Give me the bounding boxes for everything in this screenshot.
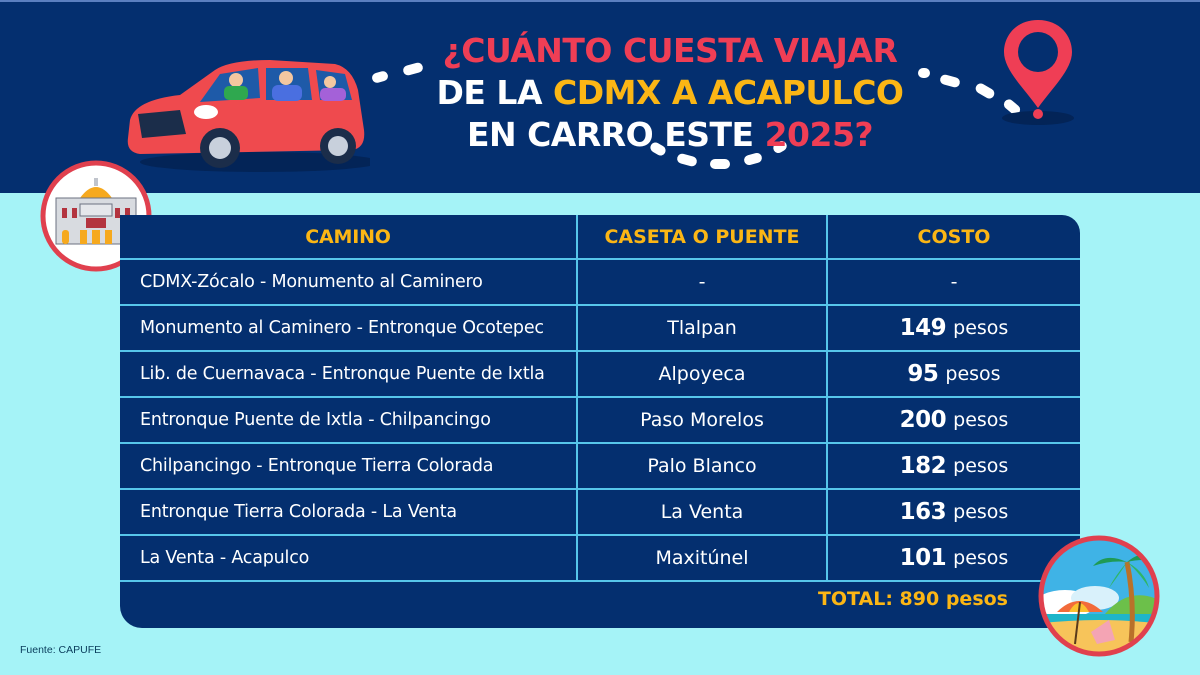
caseta-cell: Tlalpan (578, 306, 828, 350)
map-pin-icon (1002, 20, 1074, 125)
costo-unit: pesos (953, 409, 1009, 431)
table-row: Entronque Tierra Colorada - La Venta La … (120, 490, 1080, 536)
caseta-cell: Alpoyeca (578, 352, 828, 396)
title-line-1: ¿CUÁNTO CUESTA VIAJAR (442, 31, 898, 70)
costo-cell: 95 pesos (828, 352, 1080, 396)
title-line-3-prefix: EN CARRO ESTE (466, 115, 765, 154)
camino-cell: Lib. de Cuernavaca - Entronque Puente de… (120, 352, 578, 396)
costo-cell: - (828, 260, 1080, 304)
costo-value: 149 (899, 315, 947, 341)
route-dash (973, 81, 997, 101)
header-banner: ¿CUÁNTO CUESTA VIAJAR DE LA CDMX A ACAPU… (0, 0, 1200, 193)
camino-cell: Monumento al Caminero - Entronque Ocotep… (120, 306, 578, 350)
table-row: CDMX-Zócalo - Monumento al Caminero - - (120, 260, 1080, 306)
title-line-2: DE LA CDMX A ACAPULCO (430, 72, 910, 114)
table-row: Entronque Puente de Ixtla - Chilpancingo… (120, 398, 1080, 444)
column-header-costo: COSTO (917, 225, 991, 248)
source-note: Fuente: CAPUFE (20, 644, 102, 656)
costo-cell: 101 pesos (828, 536, 1080, 580)
costo-unit: pesos (953, 501, 1009, 523)
caseta-cell: Palo Blanco (578, 444, 828, 488)
camino-cell: Entronque Puente de Ixtla - Chilpancingo (120, 398, 578, 442)
title-line-3-highlight: 2025? (764, 115, 874, 154)
costo-value: 163 (899, 499, 947, 525)
column-header-camino: CAMINO (120, 215, 578, 258)
costo-value: 200 (899, 407, 947, 433)
costo-value: 182 (899, 453, 947, 479)
title-line-3: EN CARRO ESTE 2025? (430, 114, 910, 156)
caseta-cell: La Venta (578, 490, 828, 534)
costo-cell: 163 pesos (828, 490, 1080, 534)
costo-cell: 149 pesos (828, 306, 1080, 350)
costo-unit: pesos (945, 363, 1001, 385)
car-icon (127, 60, 370, 172)
camino-cell: CDMX-Zócalo - Monumento al Caminero (120, 260, 578, 304)
route-dash (370, 70, 390, 84)
table-row: La Venta - Acapulco Maxitúnel 101 pesos (120, 536, 1080, 582)
palace-icon (40, 160, 152, 272)
costo-unit: pesos (953, 317, 1009, 339)
costo-unit: pesos (953, 455, 1009, 477)
route-dash (402, 61, 424, 77)
costo-unit: pesos (953, 547, 1009, 569)
total-cost: TOTAL: 890 pesos (817, 588, 1008, 610)
route-dash (918, 68, 930, 78)
title-line-2-highlight: CDMX A ACAPULCO (552, 73, 904, 112)
costo-cell: 200 pesos (828, 398, 1080, 442)
toll-grid: CAMINO CASETA O PUENTE COSTO CDMX-Zócalo… (120, 215, 1080, 582)
table-row: Monumento al Caminero - Entronque Ocotep… (120, 306, 1080, 352)
camino-cell: Chilpancingo - Entronque Tierra Colorada (120, 444, 578, 488)
page-title: ¿CUÁNTO CUESTA VIAJAR DE LA CDMX A ACAPU… (430, 30, 910, 156)
title-line-2-prefix: DE LA (436, 73, 553, 112)
camino-cell: Entronque Tierra Colorada - La Venta (120, 490, 578, 534)
costo-value: 95 (907, 361, 939, 387)
toll-table: CAMINO CASETA O PUENTE COSTO CDMX-Zócalo… (120, 215, 1080, 628)
costo-value: - (950, 271, 958, 293)
costo-value: 101 (899, 545, 947, 571)
column-header-caseta: CASETA O PUENTE (578, 215, 828, 258)
beach-icon (1038, 535, 1160, 657)
table-header-row: CAMINO CASETA O PUENTE COSTO (120, 215, 1080, 260)
caseta-cell: Paso Morelos (578, 398, 828, 442)
table-row: Chilpancingo - Entronque Tierra Colorada… (120, 444, 1080, 490)
table-row: Lib. de Cuernavaca - Entronque Puente de… (120, 352, 1080, 398)
caseta-cell: - (578, 260, 828, 304)
route-dash (710, 159, 730, 169)
route-dash (939, 73, 961, 89)
costo-cell: 182 pesos (828, 444, 1080, 488)
camino-cell: La Venta - Acapulco (120, 536, 578, 580)
caseta-cell: Maxitúnel (578, 536, 828, 580)
